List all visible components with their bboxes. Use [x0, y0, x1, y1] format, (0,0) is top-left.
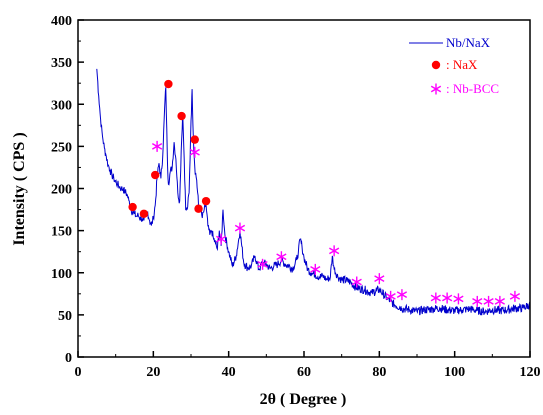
legend-label-nb-bcc: : Nb-BCC — [446, 81, 499, 96]
x-axis-title: 2θ ( Degree ) — [260, 391, 347, 408]
nb-bcc-marker — [310, 263, 321, 275]
nax-marker — [164, 79, 173, 89]
nax-marker — [139, 209, 149, 218]
x-tick-label: 0 — [75, 365, 82, 380]
marker-layer — [128, 79, 521, 307]
x-tick-label: 40 — [222, 365, 236, 380]
y-axis-title: Intensity ( CPS ) — [11, 132, 28, 245]
nb-bcc-marker — [396, 289, 408, 301]
nb-bcc-marker — [234, 222, 246, 234]
nb-bcc-marker — [329, 245, 340, 257]
nb-bcc-marker — [151, 140, 163, 152]
legend-circle-swatch — [431, 60, 441, 70]
nax-marker — [177, 111, 186, 121]
nb-bcc-marker — [442, 292, 453, 304]
y-tick-label: 350 — [51, 56, 72, 71]
y-tick-label: 400 — [51, 14, 72, 29]
y-tick-label: 300 — [51, 98, 72, 113]
nb-bcc-marker — [494, 295, 505, 307]
nb-bcc-marker — [385, 290, 396, 302]
y-tick-label: 50 — [58, 309, 72, 324]
legend: Nb/NaX : NaX : Nb-BCC — [409, 35, 499, 96]
nb-bcc-marker — [276, 251, 287, 263]
legend-star-icon — [430, 83, 442, 95]
x-tick-label: 120 — [520, 365, 541, 380]
legend-label-nax: : NaX — [446, 57, 478, 72]
nb-bcc-marker — [216, 233, 227, 245]
y-tick-label: 250 — [51, 140, 72, 155]
nb-bcc-marker — [374, 273, 385, 285]
nb-bcc-marker — [257, 258, 268, 270]
x-tick-label: 20 — [146, 365, 160, 380]
x-tick-label: 100 — [444, 365, 465, 380]
nb-bcc-marker — [509, 290, 521, 302]
nax-marker — [190, 135, 199, 144]
y-tick-label: 200 — [51, 183, 72, 198]
nb-bcc-marker — [351, 276, 362, 288]
tick-layer: 0 20 40 60 80 100 120 0 50 100 150 200 250 300 350 400 — [51, 14, 541, 380]
y-tick-label: 150 — [51, 225, 72, 240]
nb-bcc-marker — [453, 293, 464, 305]
series-line-nb-nax — [96, 68, 531, 316]
nb-bcc-marker — [483, 295, 494, 307]
x-tick-label: 80 — [372, 365, 386, 380]
nb-bcc-marker — [189, 146, 200, 158]
nb-bcc-marker — [472, 295, 483, 307]
nax-marker — [194, 204, 203, 213]
nax-marker — [128, 202, 137, 212]
x-tick-label: 60 — [297, 365, 311, 380]
nax-marker — [201, 196, 211, 206]
legend-label-nb-nax: Nb/NaX — [446, 35, 491, 50]
nb-bcc-marker — [430, 292, 441, 304]
y-tick-label: 100 — [51, 267, 72, 282]
nax-marker — [151, 170, 160, 180]
trace-layer — [96, 68, 531, 316]
y-tick-label: 0 — [65, 351, 72, 366]
legend-star-swatch — [430, 83, 442, 95]
